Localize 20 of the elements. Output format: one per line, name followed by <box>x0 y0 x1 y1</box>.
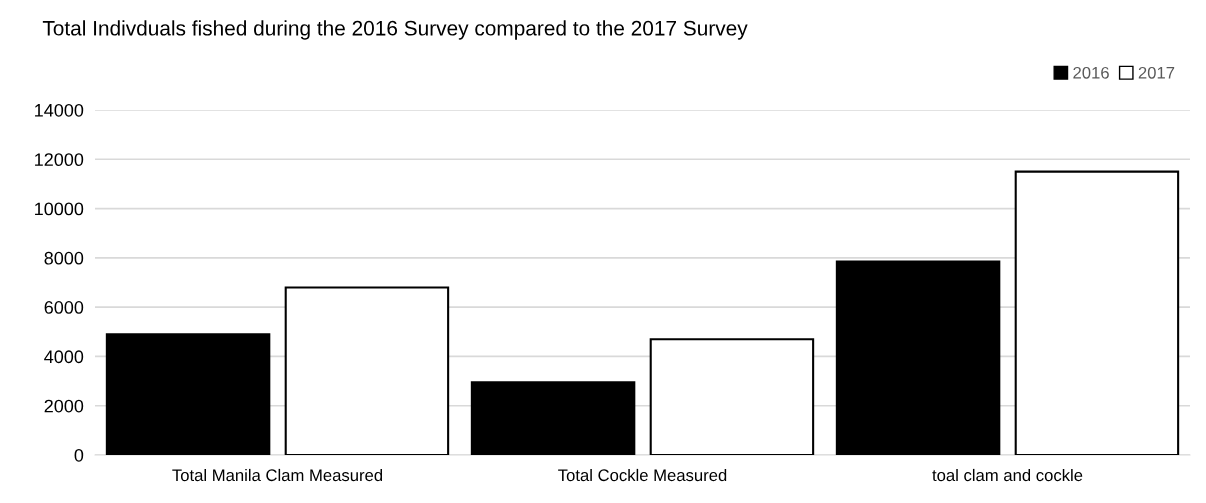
y-tick-label: 12000 <box>35 153 84 167</box>
y-tick-label: 2000 <box>44 399 84 413</box>
bar <box>649 338 815 455</box>
x-tick-label: Total Cockle Measured <box>558 468 727 482</box>
y-tick-label: 10000 <box>35 202 84 216</box>
x-tick-label: Total Manila Clam Measured <box>172 468 383 482</box>
y-tick-label: 6000 <box>44 301 84 314</box>
bar <box>835 260 1001 455</box>
y-tick-label: 14000 <box>35 103 84 117</box>
bar <box>470 381 636 455</box>
y-tick-label: 0 <box>74 448 84 462</box>
bar <box>1014 170 1180 455</box>
y-tick-label: 4000 <box>44 350 84 364</box>
legend-label: 2017 <box>1138 66 1175 79</box>
chart-title: Total Indivduals fished during the 2016 Survey compared to the 2017 Survey <box>42 20 748 40</box>
x-tick-label: toal clam and cockle <box>932 468 1083 482</box>
bar <box>284 286 450 455</box>
y-tick-label: 8000 <box>44 251 84 265</box>
legend-label: 2016 <box>1073 66 1109 79</box>
bar <box>105 333 271 455</box>
